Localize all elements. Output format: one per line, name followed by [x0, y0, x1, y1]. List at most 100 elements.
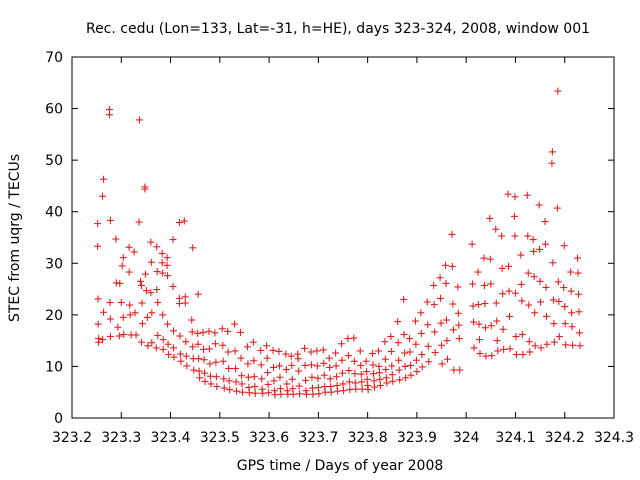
data-point	[389, 377, 397, 385]
data-point	[169, 282, 177, 290]
data-point	[499, 325, 507, 333]
data-point	[382, 366, 390, 374]
data-point	[395, 356, 403, 364]
data-point	[100, 175, 108, 183]
data-point	[374, 347, 382, 355]
data-point	[475, 301, 482, 309]
data-point	[94, 320, 102, 328]
data-point	[181, 299, 189, 307]
data-point	[448, 262, 456, 270]
data-point	[519, 351, 527, 359]
data-point	[396, 376, 404, 384]
data-point	[114, 323, 122, 331]
data-point	[141, 270, 149, 278]
chart-title: Rec. cedu (Lon=133, Lat=-31, h=HE), days…	[86, 21, 590, 37]
data-point	[238, 388, 246, 396]
data-point	[418, 363, 426, 371]
y-tick-label: 20	[45, 308, 63, 324]
x-tick-label: 323.3	[101, 430, 141, 446]
data-point	[277, 390, 285, 398]
data-point	[194, 290, 202, 298]
data-point	[388, 371, 396, 379]
data-point	[258, 375, 266, 383]
data-point	[182, 352, 190, 360]
data-point	[363, 368, 371, 376]
data-point	[224, 348, 232, 356]
data-point	[412, 340, 420, 348]
data-point	[295, 382, 303, 390]
x-tick-label: 323.6	[249, 430, 289, 446]
data-point	[132, 331, 140, 339]
data-points	[94, 87, 584, 399]
data-point	[575, 308, 583, 316]
data-point	[188, 328, 196, 336]
data-point	[554, 87, 562, 95]
data-point	[313, 347, 321, 355]
data-point	[437, 294, 445, 302]
data-point	[418, 351, 426, 359]
data-point	[524, 232, 532, 240]
data-point	[561, 303, 569, 311]
data-point	[437, 319, 445, 327]
x-tick-label: 324.3	[594, 430, 634, 446]
data-point	[176, 332, 184, 340]
data-point	[561, 320, 569, 328]
data-point	[469, 280, 477, 288]
x-tick-label: 323.7	[298, 430, 338, 446]
data-point	[119, 313, 127, 321]
data-point	[100, 308, 108, 316]
data-point	[237, 372, 245, 380]
data-point	[106, 298, 114, 306]
data-point	[196, 374, 204, 382]
data-point	[449, 326, 457, 334]
data-point	[358, 385, 366, 393]
data-point	[301, 361, 309, 369]
data-point	[576, 329, 584, 337]
data-point	[181, 293, 189, 301]
data-point	[338, 356, 346, 364]
data-point	[498, 232, 506, 240]
data-point	[307, 361, 315, 369]
data-point	[412, 356, 420, 364]
plot-frame	[71, 56, 615, 419]
data-point	[518, 297, 526, 305]
data-point	[504, 190, 512, 198]
data-point	[125, 243, 133, 251]
data-point	[542, 240, 550, 248]
data-point	[430, 281, 438, 289]
data-point	[499, 290, 507, 298]
data-point	[431, 349, 439, 357]
data-point	[269, 346, 277, 354]
data-point	[351, 370, 359, 378]
data-point	[381, 355, 389, 363]
data-point	[344, 335, 352, 343]
data-point	[488, 352, 496, 360]
data-point	[362, 357, 370, 365]
data-point	[117, 298, 125, 306]
data-point	[394, 318, 402, 326]
data-point	[424, 321, 432, 329]
data-point	[518, 330, 526, 338]
data-point	[259, 389, 267, 397]
data-point	[99, 192, 107, 200]
data-point	[163, 261, 171, 269]
data-point	[211, 340, 219, 348]
data-point	[567, 268, 575, 276]
data-point	[486, 255, 494, 263]
data-point	[474, 268, 482, 276]
data-point	[126, 301, 134, 309]
data-point	[375, 369, 383, 377]
data-point	[339, 369, 347, 377]
data-point	[530, 247, 538, 255]
data-point	[536, 277, 544, 285]
data-point	[506, 345, 514, 353]
data-point	[158, 259, 166, 267]
data-point	[555, 333, 563, 341]
data-point	[333, 373, 341, 381]
data-point	[576, 342, 584, 350]
data-point	[314, 384, 322, 392]
data-point	[486, 214, 494, 222]
data-point	[170, 344, 178, 352]
y-tick-label: 60	[45, 102, 63, 118]
